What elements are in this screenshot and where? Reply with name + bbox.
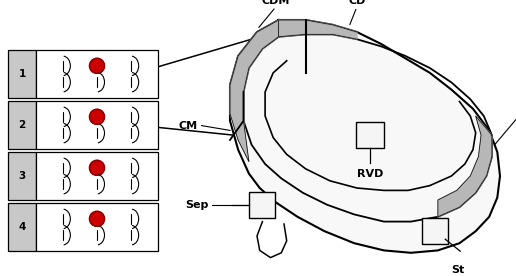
Text: 1: 1 xyxy=(19,69,26,79)
Text: 4: 4 xyxy=(18,222,26,232)
Bar xyxy=(8,152,36,200)
Text: St: St xyxy=(452,265,464,275)
Circle shape xyxy=(89,160,105,175)
Bar xyxy=(36,101,158,149)
Circle shape xyxy=(89,109,105,124)
Circle shape xyxy=(89,58,105,73)
Bar xyxy=(36,203,158,251)
Polygon shape xyxy=(279,20,357,39)
Text: CM: CM xyxy=(179,121,198,131)
Text: 2: 2 xyxy=(19,120,26,130)
Circle shape xyxy=(89,211,105,226)
Polygon shape xyxy=(438,116,492,217)
Bar xyxy=(8,101,36,149)
Bar xyxy=(36,50,158,98)
Polygon shape xyxy=(230,20,500,253)
Bar xyxy=(8,50,36,98)
Text: CD: CD xyxy=(348,0,366,6)
Text: Sep: Sep xyxy=(185,200,208,210)
Bar xyxy=(249,192,276,218)
Bar xyxy=(357,122,384,148)
Bar xyxy=(36,152,158,200)
Polygon shape xyxy=(230,20,279,162)
Text: RVD: RVD xyxy=(357,169,383,179)
Text: CDM: CDM xyxy=(262,0,290,6)
Bar xyxy=(422,218,448,244)
Text: 3: 3 xyxy=(19,171,26,181)
Bar xyxy=(8,203,36,251)
